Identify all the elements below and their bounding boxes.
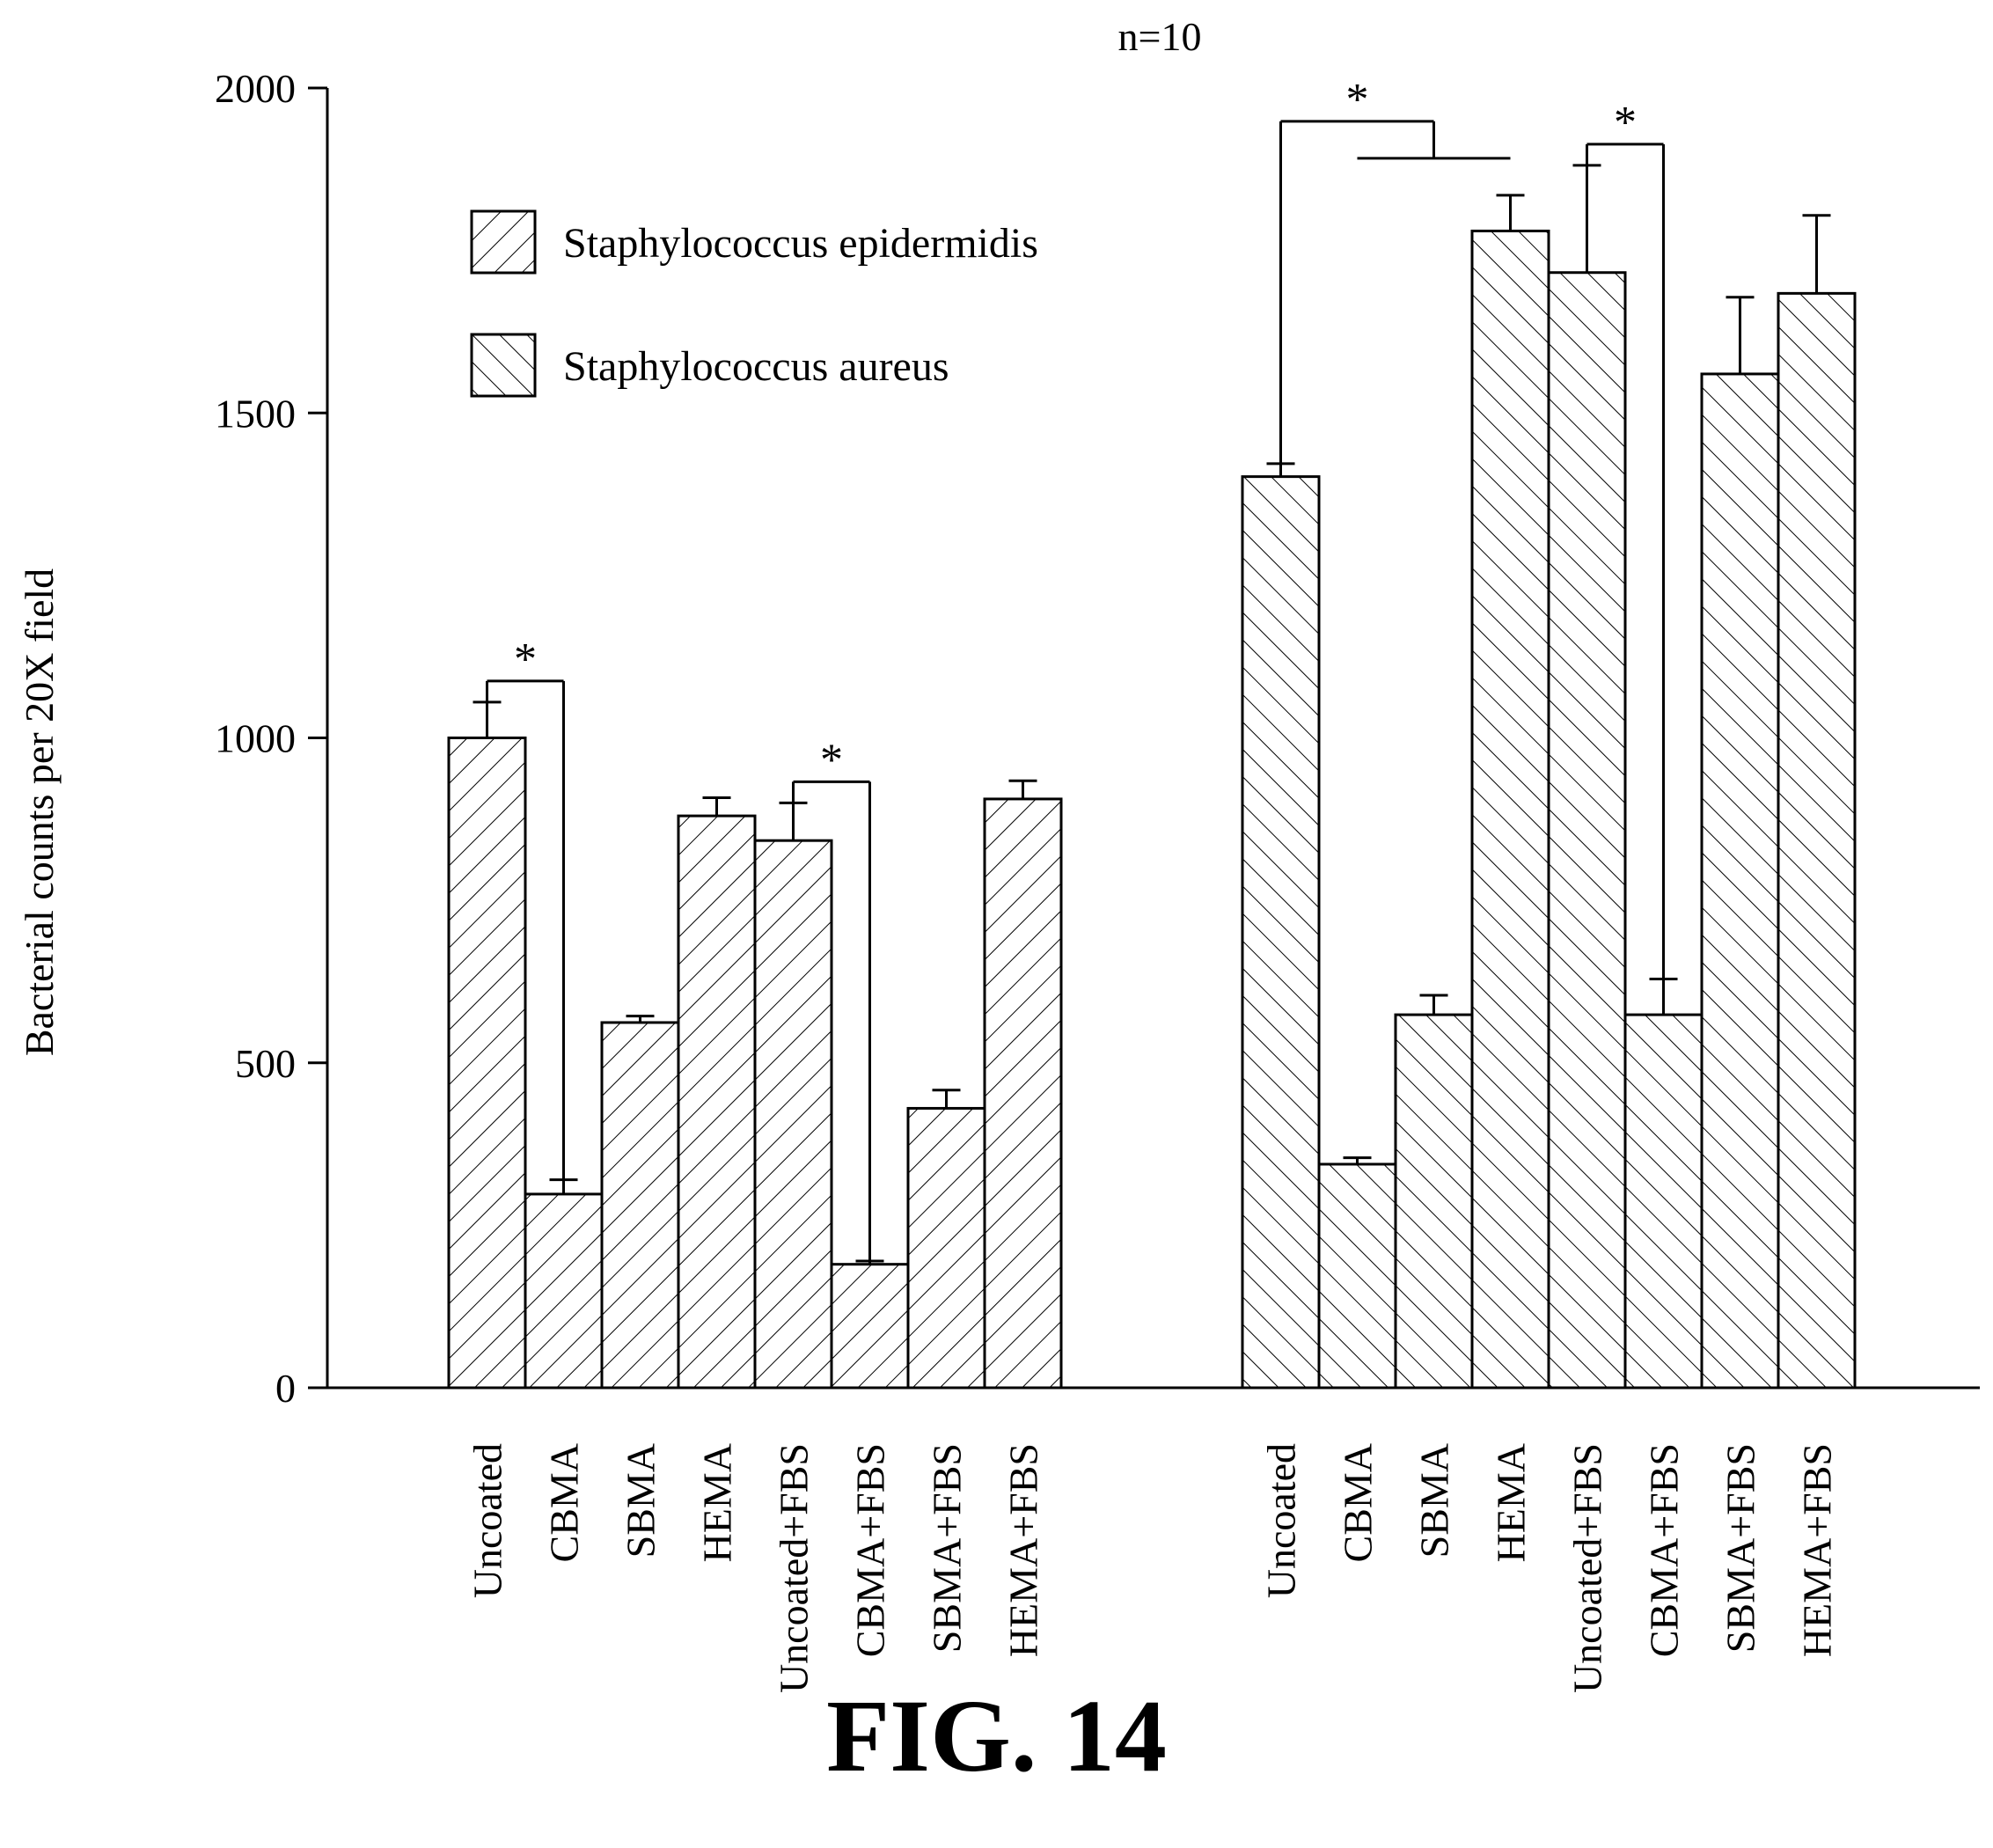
significance-star: * xyxy=(820,735,843,785)
significance-star: * xyxy=(1346,75,1369,125)
x-tick-labels: Uncoated CBMA SBMA HEMA Uncoated+FBS CBMA+FBS… xyxy=(465,1443,1840,1693)
significance-star: * xyxy=(1614,98,1637,148)
legend-swatch xyxy=(470,209,537,275)
bar xyxy=(524,1192,604,1390)
bar xyxy=(906,1106,986,1390)
x-tick-label: HEMA xyxy=(695,1443,740,1562)
x-tick-label: Uncoated xyxy=(1259,1443,1304,1598)
x-tick-label: SBMA xyxy=(1412,1443,1457,1558)
bar xyxy=(600,1021,680,1390)
legend: Staphylococcus epidermidis Staphylococcus… xyxy=(470,209,1038,398)
bar xyxy=(753,839,833,1390)
significance-star: * xyxy=(514,634,537,685)
x-tick-label: Uncoated+FBS xyxy=(772,1443,817,1693)
x-tick-label: CBMA xyxy=(1336,1443,1381,1562)
y-tick-label: 0 xyxy=(275,1366,296,1411)
bar xyxy=(830,1263,910,1390)
bar xyxy=(447,737,527,1390)
y-tick-label: 500 xyxy=(235,1041,296,1086)
figure-label: FIG. 14 xyxy=(826,1678,1167,1793)
x-tick-label: Uncoated xyxy=(465,1443,510,1598)
significance-brackets: * * * * xyxy=(486,75,1665,1261)
x-tick-label: Uncoated+FBS xyxy=(1565,1443,1610,1693)
bar xyxy=(1777,291,1857,1390)
legend-label: Staphylococcus epidermidis xyxy=(563,220,1038,267)
bar xyxy=(1547,271,1627,1390)
x-tick-label: SBMA+FBS xyxy=(925,1443,970,1653)
bar xyxy=(677,814,757,1390)
legend-label: Staphylococcus aureus xyxy=(563,343,949,390)
bar xyxy=(983,797,1063,1390)
y-tick-label: 1500 xyxy=(215,391,296,436)
bar xyxy=(1241,475,1321,1390)
y-axis-label: Bacterial counts per 20X field xyxy=(17,568,62,1056)
bar xyxy=(1317,1162,1397,1390)
x-tick-label: CBMA+FBS xyxy=(848,1443,893,1657)
x-tick-label: HEMA+FBS xyxy=(1001,1443,1046,1657)
chart-title: n=10 xyxy=(1118,14,1202,59)
bar xyxy=(1470,229,1550,1390)
x-tick-label: SBMA xyxy=(619,1443,663,1558)
x-tick-label: CBMA+FBS xyxy=(1642,1443,1687,1657)
x-tick-label: HEMA xyxy=(1489,1443,1534,1562)
x-tick-label: CBMA xyxy=(542,1443,587,1562)
bars xyxy=(447,229,1857,1390)
y-tick-label: 1000 xyxy=(215,716,296,761)
bar xyxy=(1700,372,1780,1390)
bar xyxy=(1623,1013,1704,1390)
y-tick-label: 2000 xyxy=(215,66,296,111)
bar xyxy=(1394,1013,1474,1390)
x-tick-label: HEMA+FBS xyxy=(1795,1443,1840,1657)
legend-swatch xyxy=(470,333,537,398)
x-tick-label: SBMA+FBS xyxy=(1718,1443,1763,1653)
